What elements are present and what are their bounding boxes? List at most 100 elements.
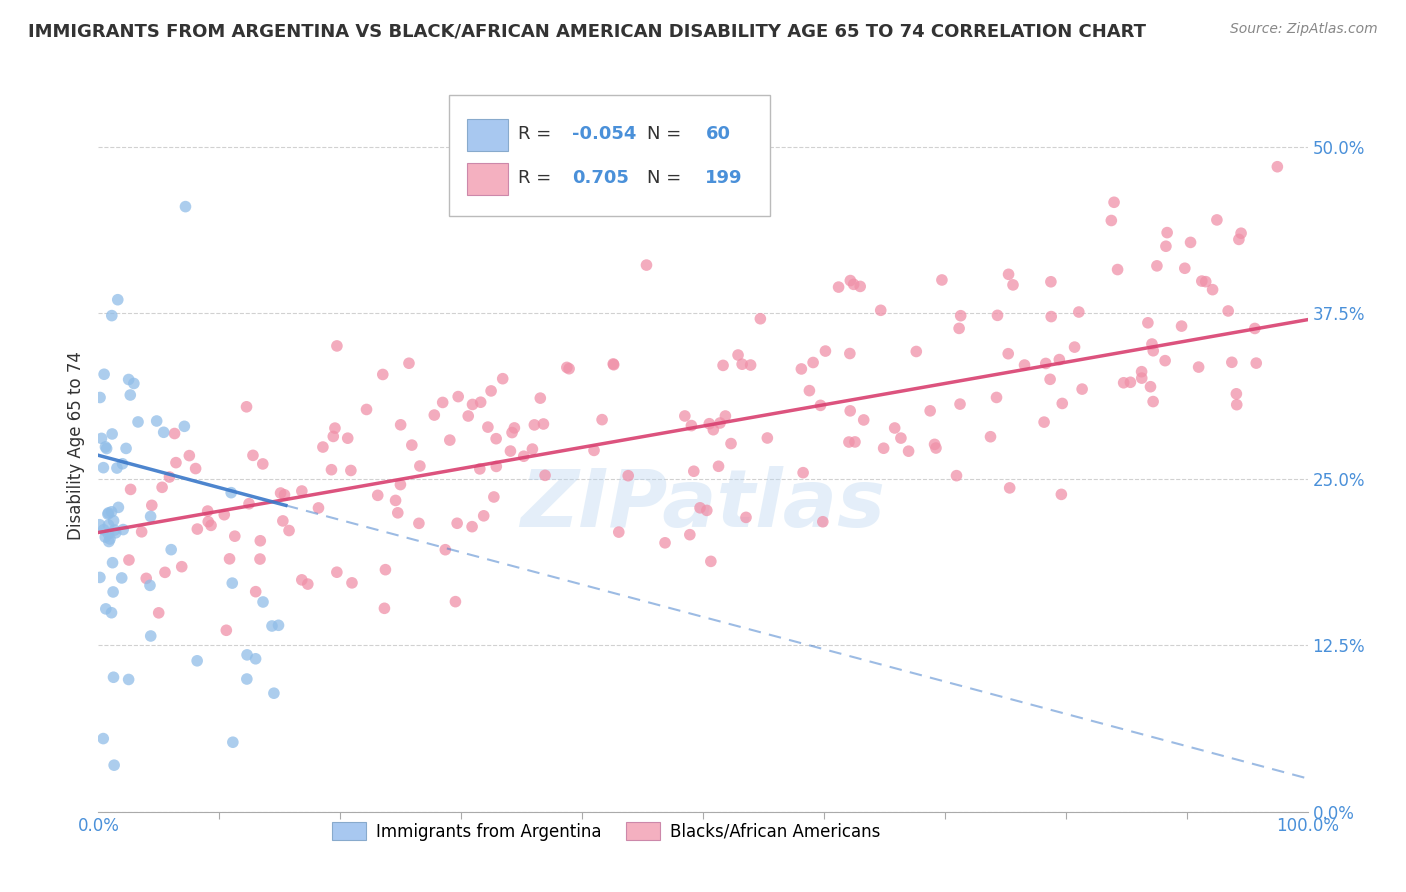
Point [534,468,557,483]
Point [170,559,193,574]
Point [1071,382,1094,396]
Point [1050,487,1073,501]
Point [373,601,395,615]
Point [709,416,731,430]
Text: 199: 199 [706,169,742,186]
Point [118,372,141,386]
Point [1001,277,1024,292]
Point [212,508,235,522]
Point [103,758,125,772]
Point [89,517,111,532]
Point [1142,343,1164,358]
Point [1047,352,1070,367]
Point [731,357,754,371]
FancyBboxPatch shape [449,95,769,216]
Point [152,425,174,440]
Point [165,456,187,470]
Point [249,533,271,548]
Text: 0.705: 0.705 [572,169,630,186]
Point [401,438,423,452]
Point [249,552,271,566]
Point [1142,394,1164,409]
Point [1154,353,1177,368]
Point [93,460,115,475]
Point [326,565,349,579]
Point [1067,305,1090,319]
Point [103,670,125,684]
Point [173,419,195,434]
Point [1035,356,1057,370]
Point [740,358,762,372]
Point [1218,304,1240,318]
Point [1201,283,1223,297]
Point [101,309,124,323]
Point [1225,386,1247,401]
Point [112,523,135,537]
Text: 60: 60 [706,125,731,143]
Point [872,442,894,456]
Point [689,500,711,515]
Point [97,518,120,533]
Point [1039,275,1062,289]
Point [1244,356,1267,370]
Point [236,648,259,662]
Point [432,395,454,409]
Point [897,444,920,458]
Point [839,274,862,288]
Point [501,425,523,440]
Point [714,409,737,423]
Point [1243,321,1265,335]
Point [323,421,346,435]
Point [457,409,479,423]
Point [312,440,335,454]
Point [252,595,274,609]
Point [101,585,124,599]
Point [150,480,173,494]
Point [470,395,492,409]
Point [1220,355,1243,369]
Point [101,427,124,442]
Point [242,448,264,462]
Point [374,563,396,577]
Point [100,606,122,620]
Point [479,384,502,398]
Point [111,457,134,471]
Point [340,575,363,590]
Point [91,731,114,746]
Point [97,526,120,541]
Point [472,508,495,523]
Point [799,384,821,398]
Point [89,570,111,584]
Point [1112,376,1135,390]
Point [222,735,245,749]
Point [702,423,724,437]
Point [810,398,832,412]
FancyBboxPatch shape [467,119,509,152]
Point [101,556,124,570]
Point [707,459,730,474]
Point [523,417,546,432]
Point [245,584,267,599]
Point [291,483,314,498]
Point [849,279,872,293]
Point [654,536,676,550]
Point [890,431,912,445]
Point [1230,226,1253,240]
Point [238,497,260,511]
Point [697,417,720,431]
Point [408,516,430,531]
Point [949,397,972,411]
Point [814,344,837,359]
Point [1119,376,1142,390]
Point [148,606,170,620]
Point [97,507,120,521]
Point [477,420,499,434]
Point [920,404,942,418]
Point [986,391,1008,405]
Point [160,542,183,557]
Point [179,449,201,463]
Point [105,461,128,475]
Point [1139,380,1161,394]
Point [839,404,862,418]
Point [103,514,125,528]
